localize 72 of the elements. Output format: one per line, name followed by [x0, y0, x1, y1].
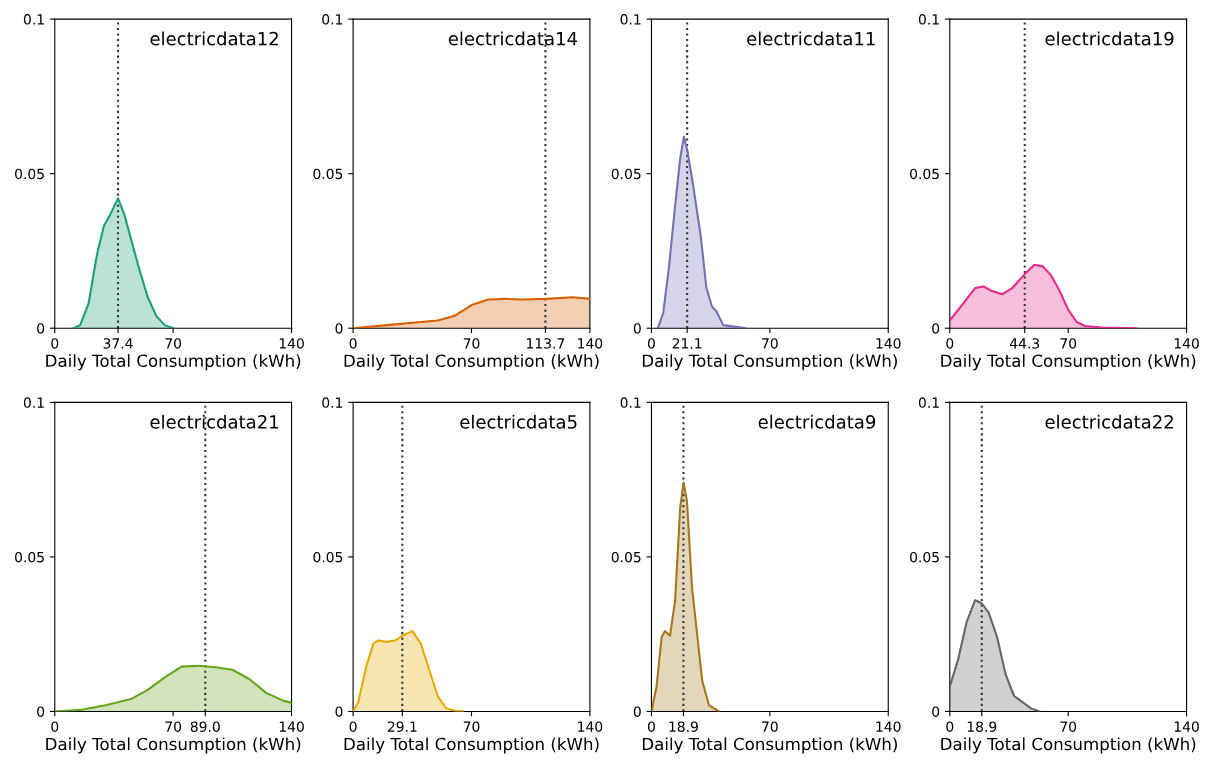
y-tick-label: 0.1 — [23, 14, 44, 25]
x-tick-label: 37.4 — [103, 338, 133, 349]
y-tick-label: 0 — [932, 706, 940, 717]
x-axis-title: Daily Total Consumption (kWh) — [46, 354, 301, 371]
y-tick-label: 0 — [633, 706, 641, 717]
x-tick-label: 0 — [946, 721, 954, 732]
y-tick-label: 0 — [37, 323, 45, 334]
x-tick-label: 140 — [279, 338, 304, 349]
x-axis-title: Daily Total Consumption (kWh) — [941, 737, 1196, 754]
x-axis-title: Daily Total Consumption (kWh) — [642, 737, 897, 754]
x-tick-label: 18.9 — [669, 721, 698, 732]
x-tick-label: 70 — [762, 338, 778, 349]
text: electricdata19 — [1045, 31, 1174, 46]
x-tick-label: 140 — [876, 721, 901, 732]
y-tick-label: 0.1 — [620, 397, 641, 408]
y-tick-label: 0.05 — [15, 551, 44, 563]
y-tick-label: 0.05 — [611, 168, 641, 180]
x-tick-label: 29.1 — [387, 721, 417, 732]
x-tick-label: 70 — [165, 721, 182, 732]
x-tick-label: 140 — [578, 338, 603, 349]
x-tick-label: 0 — [647, 721, 655, 732]
y-tick-label: 0.1 — [918, 14, 939, 25]
y-tick-label: 0.05 — [313, 551, 343, 563]
text: electricdata12 — [150, 31, 278, 46]
y-tick-label: 0.1 — [23, 397, 44, 408]
y-tick-label: 0.05 — [611, 551, 641, 563]
x-tick-label: 0 — [51, 338, 59, 349]
x-tick-label: 0 — [946, 338, 954, 349]
text: electricdata11 — [747, 31, 875, 46]
x-tick-label: 70 — [1060, 721, 1077, 732]
y-tick-label: 0 — [633, 323, 641, 334]
text: electricdata5 — [460, 414, 577, 429]
y-tick-label: 0 — [335, 323, 343, 334]
x-tick-label: 140 — [578, 721, 603, 732]
x-tick-label: 44.3 — [1009, 338, 1040, 349]
x-tick-label: 0 — [51, 721, 59, 732]
y-tick-label: 0.05 — [15, 168, 44, 180]
x-tick-label: 70 — [463, 721, 480, 732]
x-tick-label: 140 — [876, 338, 901, 349]
text: electricdata22 — [1045, 414, 1173, 429]
x-axis-title: Daily Total Consumption (kWh) — [344, 737, 599, 754]
x-axis-title: Daily Total Consumption (kWh) — [642, 354, 897, 371]
x-axis-title: Daily Total Consumption (kWh) — [941, 354, 1196, 371]
x-tick-label: 0 — [349, 338, 357, 349]
x-axis-title: Daily Total Consumption (kWh) — [46, 737, 301, 754]
x-tick-label: 70 — [165, 338, 182, 349]
text: electricdata21 — [150, 414, 279, 429]
x-tick-label: 140 — [1174, 721, 1199, 732]
y-tick-label: 0.1 — [918, 397, 939, 408]
y-tick-label: 0 — [335, 706, 343, 717]
x-tick-label: 0 — [647, 338, 655, 349]
x-tick-label: 70 — [1060, 338, 1077, 349]
x-tick-label: 21.1 — [672, 338, 702, 349]
x-tick-label: 70 — [762, 721, 778, 732]
x-tick-label: 140 — [1174, 338, 1199, 349]
x-tick-label: 0 — [349, 721, 357, 732]
y-tick-label: 0.05 — [910, 168, 939, 180]
x-tick-label: 140 — [279, 721, 304, 732]
x-tick-label: 70 — [463, 338, 480, 349]
x-axis-title: Daily Total Consumption (kWh) — [344, 354, 599, 371]
text: electricdata9 — [758, 414, 876, 429]
y-tick-label: 0 — [932, 323, 940, 334]
x-tick-label: 89.0 — [190, 721, 220, 732]
y-tick-label: 0 — [37, 706, 45, 717]
y-tick-label: 0.05 — [313, 168, 343, 180]
y-tick-label: 0.1 — [322, 14, 343, 25]
text: electricdata14 — [448, 31, 578, 46]
y-tick-label: 0.05 — [910, 551, 939, 563]
y-tick-label: 0.1 — [322, 397, 343, 408]
x-tick-label: 113.7 — [527, 338, 565, 349]
x-tick-label: 18.9 — [967, 721, 997, 732]
y-tick-label: 0.1 — [620, 14, 641, 25]
